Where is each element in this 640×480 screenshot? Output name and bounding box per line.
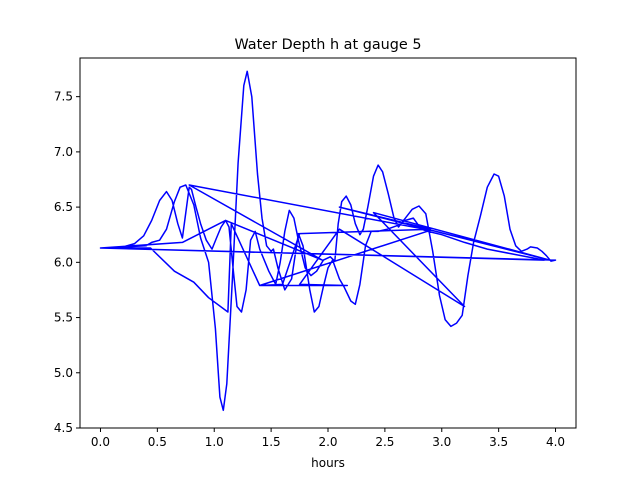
y-tick-label: 4.5: [54, 421, 73, 435]
x-tick-label: 1.5: [262, 435, 281, 449]
x-tick-label: 2.0: [318, 435, 337, 449]
y-tick-label: 6.0: [54, 255, 73, 269]
x-axis-label: hours: [311, 456, 345, 470]
x-tick-label: 4.0: [546, 435, 565, 449]
series-layer: [99, 70, 557, 412]
chart-title: Water Depth h at gauge 5: [234, 37, 421, 53]
x-tick-label: 3.0: [432, 435, 451, 449]
y-tick-label: 7.0: [54, 145, 73, 159]
x-tick-label: 3.5: [489, 435, 508, 449]
y-tick-label: 6.5: [54, 200, 73, 214]
x-tick-label: 0.0: [91, 435, 110, 449]
y-tick-label: 5.0: [54, 366, 73, 380]
x-tick-label: 2.5: [375, 435, 394, 449]
series-line-1: [99, 70, 557, 412]
y-tick-label: 5.5: [54, 311, 73, 325]
x-axis: 0.0 0.5 1.0 1.5 2.0 2.5 3.0 3.5 4.0: [91, 428, 565, 449]
x-tick-label: 0.5: [148, 435, 167, 449]
plot-frame: [79, 57, 577, 429]
y-axis: 4.5 5.0 5.5 6.0 6.5 7.0 7.5: [54, 90, 80, 435]
x-tick-label: 1.0: [205, 435, 224, 449]
y-tick-label: 7.5: [54, 90, 73, 104]
